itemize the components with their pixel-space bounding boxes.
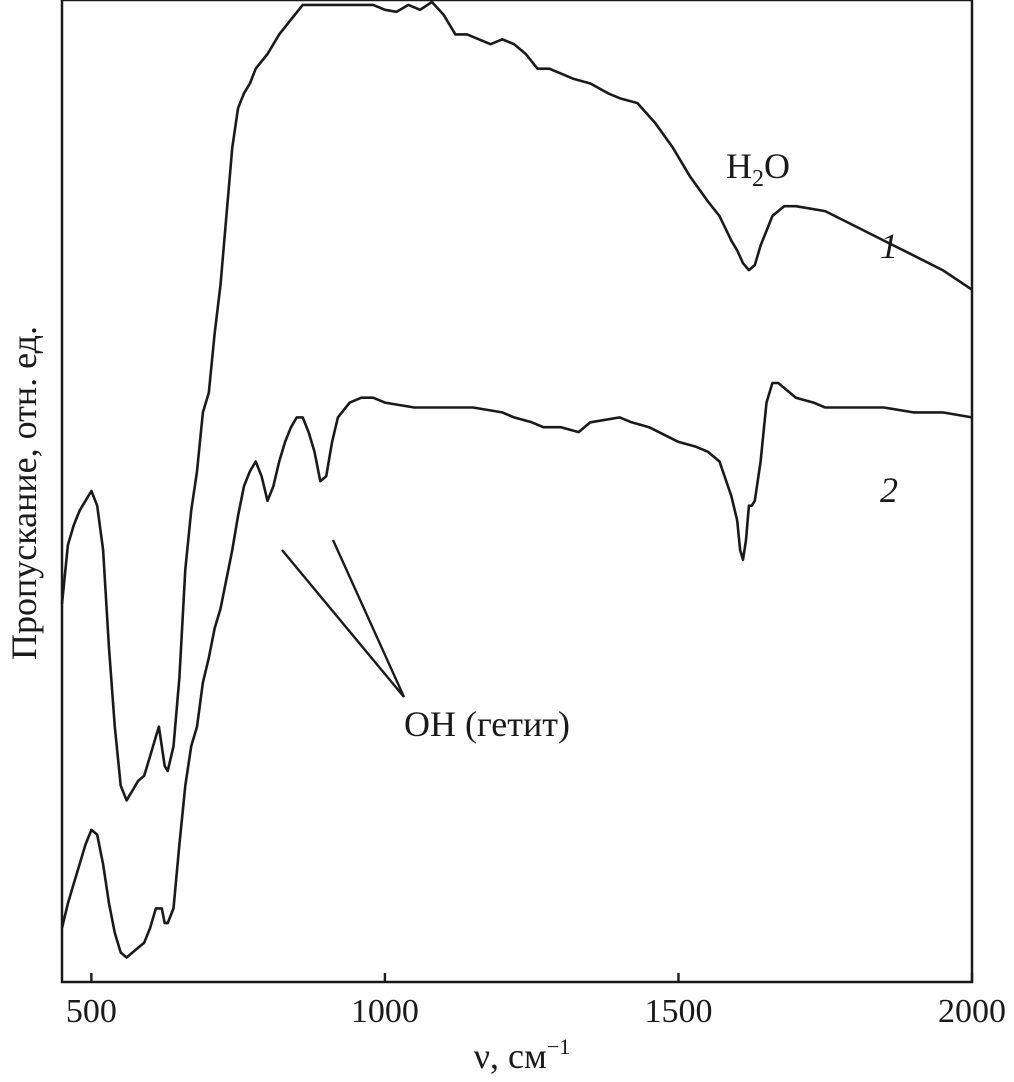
x-axis-title-text: ν, см	[474, 1036, 547, 1076]
curve-label-2: 2	[880, 470, 898, 510]
annotation-h2o: H2O	[726, 146, 790, 192]
x-tick-label: 1500	[644, 993, 712, 1030]
plot-frame	[60, 0, 974, 984]
x-axis-title: ν, см−1	[474, 1034, 570, 1076]
x-tick-label: 1000	[351, 993, 419, 1030]
x-tick-label: 2000	[938, 993, 1006, 1030]
annotation-oh-goethite: OH (гетит)	[404, 704, 570, 744]
oh-pointer-line-1	[281, 549, 405, 698]
series-line-2	[60, 381, 973, 959]
series-layer	[60, 0, 973, 959]
curve-label-1: 1	[880, 226, 898, 266]
x-tick-label: 500	[66, 993, 117, 1030]
x-axis-ticks: 500 1000 1500 2000	[66, 973, 1006, 1030]
x-axis-title-superscript: −1	[547, 1034, 570, 1059]
series-line-1	[60, 0, 973, 802]
y-axis-title: Пропускание, отн. ед.	[4, 326, 44, 660]
oh-pointer-line-2	[331, 539, 406, 698]
annotation-h2o-subscript: 2	[752, 166, 764, 192]
